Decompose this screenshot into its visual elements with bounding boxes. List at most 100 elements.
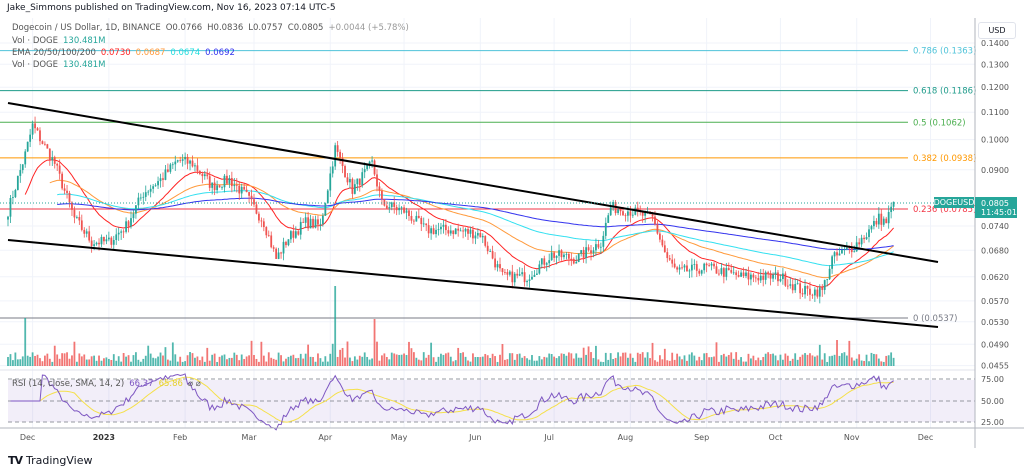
- candle-body: [444, 224, 447, 231]
- volume-bar: [513, 359, 516, 366]
- candle-body: [880, 213, 883, 225]
- volume-bar: [651, 342, 654, 366]
- candle-body: [794, 284, 797, 291]
- upper-trendline[interactable]: [7, 102, 939, 263]
- candle-body: [58, 165, 61, 174]
- volume-bar: [718, 361, 720, 366]
- volume-bar: [61, 353, 64, 366]
- candle-body: [747, 272, 750, 280]
- candle-body: [882, 218, 885, 225]
- volume-bar: [381, 355, 383, 366]
- volume-bar: [673, 359, 676, 366]
- volume-bar: [282, 361, 285, 366]
- candle-body: [100, 236, 103, 245]
- volume-bar: [786, 355, 789, 366]
- candle-body: [403, 207, 405, 213]
- volume-bar: [78, 353, 81, 366]
- candle-body: [319, 223, 322, 225]
- volume-bar: [167, 359, 169, 366]
- candle-body: [705, 263, 708, 266]
- candle-body: [521, 272, 524, 275]
- volume-bar: [474, 357, 477, 366]
- candle-body: [275, 248, 278, 259]
- candle-body: [95, 242, 98, 245]
- volume-bar: [821, 359, 824, 366]
- candle-body: [139, 197, 142, 199]
- volume-bar: [277, 352, 280, 366]
- candle-body: [782, 273, 784, 279]
- candle-body: [504, 272, 506, 273]
- candle-body: [700, 270, 703, 274]
- volume-bar: [240, 354, 243, 366]
- candle-body: [147, 191, 150, 193]
- price-tick: 0.0490: [981, 340, 1009, 349]
- candle-body: [604, 222, 607, 236]
- volume-bar: [63, 353, 66, 366]
- candle-body: [169, 164, 172, 172]
- volume-bar: [521, 357, 524, 366]
- volume-bar: [479, 357, 482, 366]
- volume-bar: [745, 361, 747, 366]
- candle-body: [449, 230, 452, 234]
- volume-bar: [48, 358, 51, 366]
- candle-body: [673, 263, 676, 268]
- volume-bar: [464, 356, 467, 366]
- candle-body: [201, 173, 204, 177]
- volume-bar: [243, 359, 246, 366]
- volume-bar: [828, 356, 831, 366]
- candle-body: [599, 246, 602, 248]
- volume-bar: [440, 353, 442, 366]
- tradingview-logo: TV TradingView: [8, 454, 93, 467]
- volume-bar: [582, 347, 585, 366]
- volume-bar: [732, 358, 735, 366]
- candle-body: [243, 186, 246, 190]
- volume-bar: [334, 286, 337, 366]
- candle-body: [339, 151, 341, 158]
- candle-body: [334, 145, 337, 167]
- rsi-line: [10, 373, 894, 431]
- volume-bar: [799, 356, 802, 366]
- volume-bar: [26, 355, 29, 366]
- ema-label: EMA 20/50/100/200: [12, 48, 96, 58]
- candle-body: [373, 160, 376, 175]
- currency-button[interactable]: USD: [978, 22, 1016, 39]
- candle-body: [823, 280, 826, 290]
- candle-body: [34, 123, 36, 129]
- candle-body: [171, 164, 174, 166]
- volume-bar: [885, 355, 888, 366]
- volume-bar: [208, 360, 211, 366]
- rsi-legend[interactable]: RSI (14, close, SMA, 14, 2) 66.37 65.86 ⌀ ⌀: [12, 379, 206, 389]
- time-tick: Dec: [20, 433, 35, 442]
- candle-body: [845, 247, 848, 250]
- ema-legend[interactable]: EMA 20/50/100/200 0.0730 0.0687 0.0674 0.069…: [12, 48, 240, 58]
- volume-legend[interactable]: Vol · DOGE 130.481M: [12, 36, 111, 46]
- volume-bar: [218, 356, 221, 366]
- volume-legend-2[interactable]: Vol · DOGE 130.481M: [12, 60, 111, 70]
- candle-body: [294, 231, 297, 238]
- volume-bar: [376, 341, 378, 366]
- candle-body: [750, 274, 752, 280]
- candle-body: [681, 267, 683, 269]
- volume-bar: [467, 360, 469, 366]
- last-price: 0.0805: [981, 199, 1009, 208]
- candle-body: [130, 218, 132, 227]
- volume-bar: [339, 349, 341, 366]
- volume-bar: [504, 359, 506, 366]
- candle-body: [624, 215, 627, 217]
- candle-body: [671, 259, 674, 264]
- price-tick: 0.1400: [981, 39, 1009, 48]
- volume-bar: [587, 346, 590, 366]
- lower-trendline[interactable]: [7, 239, 939, 328]
- volume-bar: [270, 357, 273, 366]
- volume-bar: [366, 356, 369, 366]
- candle-body: [240, 186, 243, 194]
- volume-bar: [737, 359, 740, 366]
- candle-body: [211, 182, 214, 188]
- candle-body: [850, 247, 853, 253]
- volume-bar: [809, 353, 811, 366]
- candle-body: [127, 221, 130, 227]
- hidden-icon[interactable]: ⌀ ⌀: [187, 379, 201, 389]
- candle-body: [314, 219, 317, 228]
- candle-body: [501, 268, 504, 273]
